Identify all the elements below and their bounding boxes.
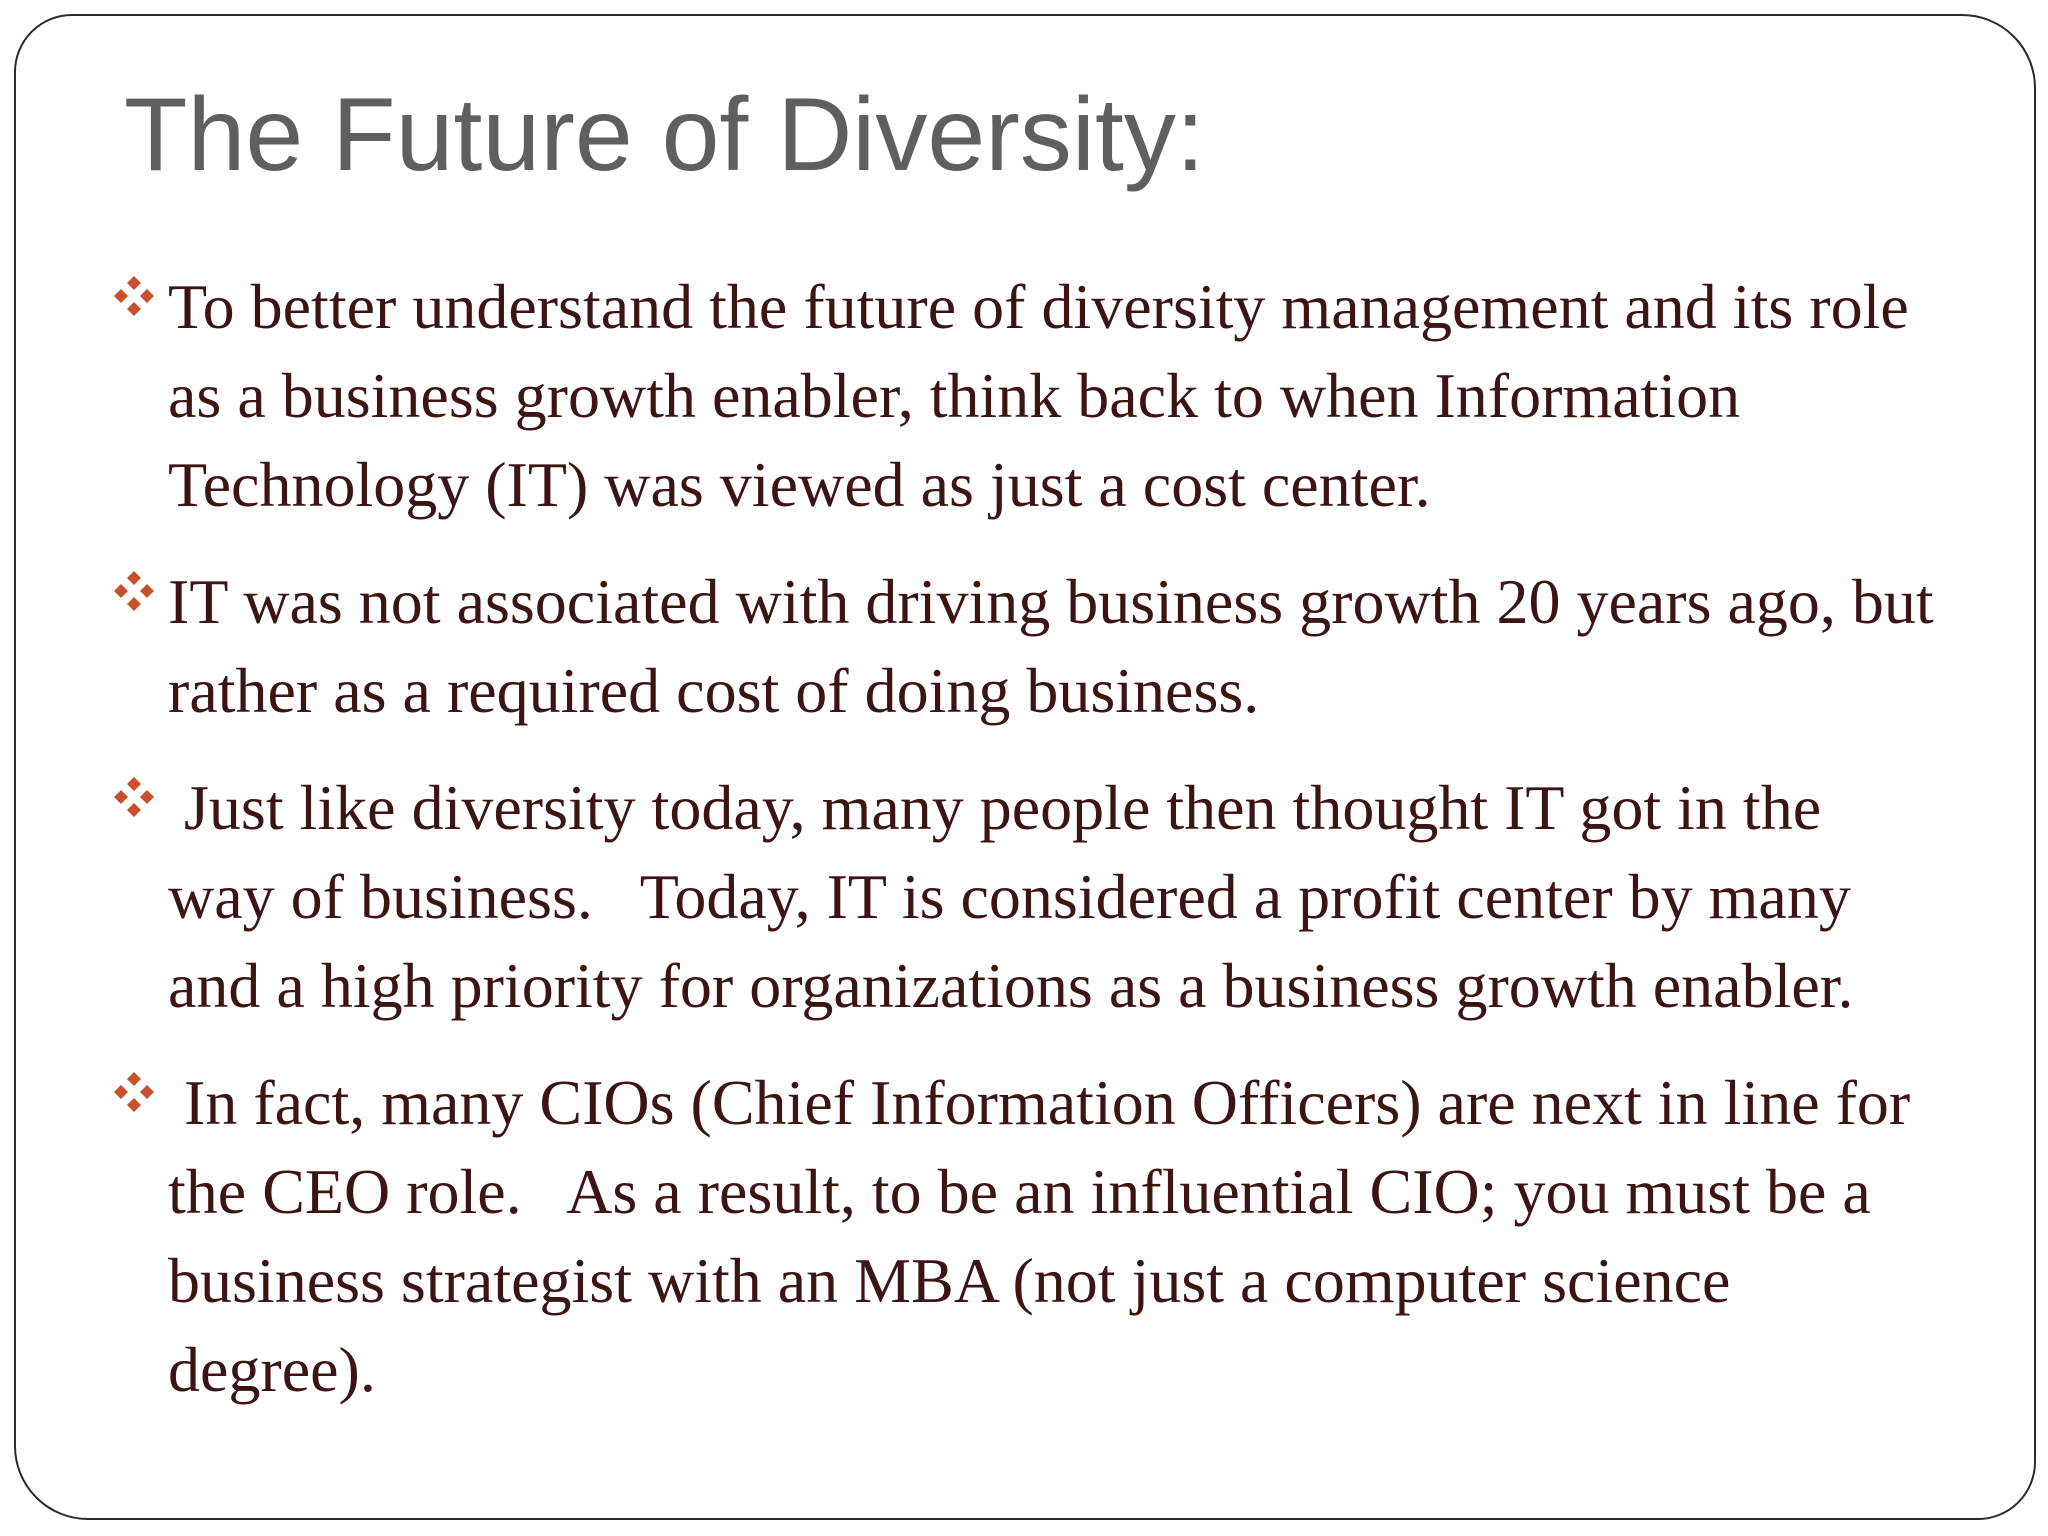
slide-title: The Future of Diversity:	[124, 77, 1205, 193]
four-diamond-bullet-icon	[114, 777, 154, 817]
bullet-list: To better understand the future of diver…	[112, 262, 1942, 1442]
bullet-item: IT was not associated with driving busin…	[112, 557, 1942, 735]
bullet-text: To better understand the future of diver…	[168, 271, 1925, 520]
four-diamond-bullet-icon	[114, 571, 154, 611]
four-diamond-bullet-icon	[114, 1072, 154, 1112]
slide-frame	[14, 14, 2036, 1520]
bullet-text: IT was not associated with driving busin…	[168, 566, 1950, 726]
bullet-text: Just like diversity today, many people t…	[168, 772, 1867, 1021]
bullet-item: In fact, many CIOs (Chief Information Of…	[112, 1058, 1942, 1414]
bullet-text: In fact, many CIOs (Chief Information Of…	[168, 1067, 1927, 1405]
bullet-item: To better understand the future of diver…	[112, 262, 1942, 529]
bullet-item: Just like diversity today, many people t…	[112, 763, 1942, 1030]
four-diamond-bullet-icon	[114, 276, 154, 316]
